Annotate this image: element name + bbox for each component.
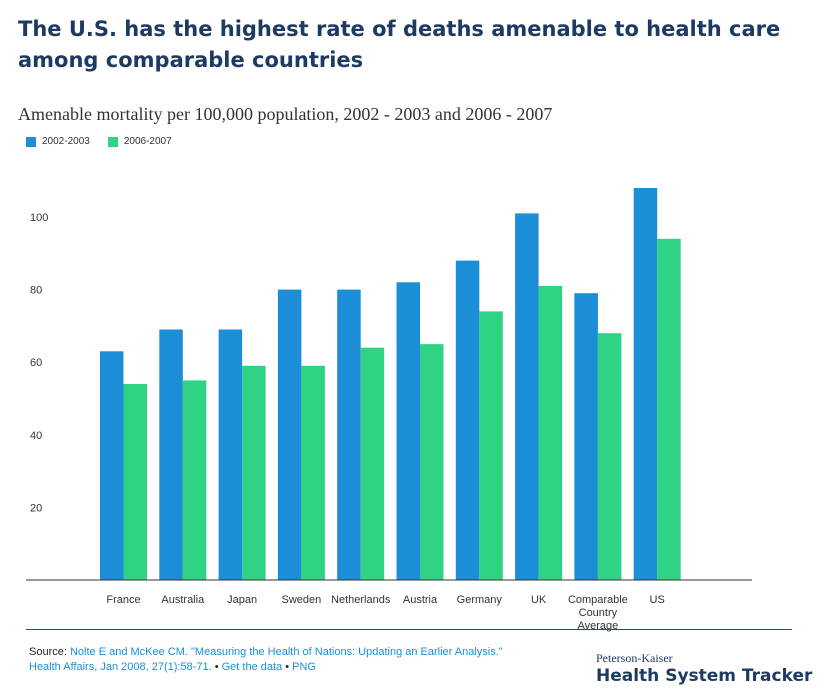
bar-series-1[interactable] — [277, 289, 302, 580]
x-tick-label: Sweden — [282, 594, 322, 606]
source-note: Source: Nolte E and McKee CM. "Measuring… — [29, 645, 589, 675]
y-tick-label: 80 — [30, 285, 42, 297]
separator-1: • — [211, 661, 222, 673]
bar-chart: 20 40 60 80 100 France Australia Japan Sweden Ne… — [26, 188, 752, 632]
x-axis-labels: France Australia Japan Sweden Netherlands Aus… — [106, 594, 664, 632]
x-tick-label: Germany — [457, 594, 503, 606]
bar-series-1[interactable] — [218, 329, 243, 581]
chart-title: Amenable mortality per 100,000 populatio… — [18, 104, 553, 124]
legend-item-series-1[interactable]: 2002-2003 — [26, 136, 90, 147]
bar-series-2[interactable] — [657, 238, 681, 581]
logo: Peterson-Kaiser Health System Tracker — [596, 651, 812, 686]
source-journal-link[interactable]: Health Affairs, Jan 2008, 27(1):58-71. — [29, 661, 212, 673]
x-tick-label: France — [106, 594, 140, 606]
headline: The U.S. has the highest rate of deaths … — [18, 17, 781, 72]
get-data-link[interactable]: Get the data — [221, 661, 283, 673]
y-tick-label: 100 — [30, 212, 48, 224]
source-prefix: Source: — [29, 646, 70, 658]
y-tick-label: 40 — [30, 430, 42, 442]
y-tick-label: 20 — [30, 502, 42, 514]
y-axis-ticks: 20 40 60 80 100 — [30, 212, 48, 514]
legend-swatch-series-2 — [107, 136, 118, 147]
x-tick-label: Comparable Country Average — [568, 594, 628, 632]
bars — [100, 188, 681, 581]
png-link[interactable]: PNG — [292, 661, 316, 673]
x-tick-label: Australia — [161, 594, 205, 606]
bar-series-1[interactable] — [159, 329, 183, 581]
bar-series-2[interactable] — [360, 347, 385, 580]
bar-series-1[interactable] — [574, 293, 598, 580]
bar-series-1[interactable] — [515, 213, 539, 580]
x-tick-label: UK — [531, 594, 547, 606]
bar-series-2[interactable] — [538, 286, 563, 580]
legend: 2002-2003 2006-2007 — [26, 136, 190, 147]
bar-series-2[interactable] — [301, 365, 325, 580]
separator-2: • — [282, 661, 293, 673]
bar-series-1[interactable] — [100, 351, 124, 580]
bar-series-2[interactable] — [182, 380, 207, 581]
bar-series-1[interactable] — [633, 188, 658, 580]
bar-series-1[interactable] — [396, 282, 421, 580]
x-tick-label: Austria — [403, 594, 438, 606]
logo-top-text: Peterson-Kaiser — [596, 651, 673, 665]
bar-series-2[interactable] — [242, 365, 266, 580]
x-tick-label: US — [650, 594, 665, 606]
legend-item-series-2[interactable]: 2006-2007 — [107, 136, 172, 147]
footer-divider — [26, 629, 792, 630]
bar-series-2[interactable] — [123, 384, 148, 580]
legend-swatch-series-1 — [26, 136, 36, 147]
bar-series-1[interactable] — [337, 289, 361, 580]
legend-label-series-2: 2006-2007 — [123, 136, 172, 147]
x-tick-label: Japan — [227, 594, 257, 606]
bar-series-2[interactable] — [597, 333, 622, 580]
x-tick-label: Netherlands — [331, 594, 391, 606]
bar-series-1[interactable] — [455, 260, 480, 580]
y-tick-label: 60 — [30, 357, 42, 369]
source-citation-link[interactable]: Nolte E and McKee CM. "Measuring the Hea… — [69, 646, 503, 658]
bar-series-2[interactable] — [420, 344, 444, 580]
bar-series-2[interactable] — [479, 311, 503, 580]
logo-main-text: Health System Tracker — [596, 666, 813, 686]
legend-label-series-1: 2002-2003 — [42, 136, 90, 147]
